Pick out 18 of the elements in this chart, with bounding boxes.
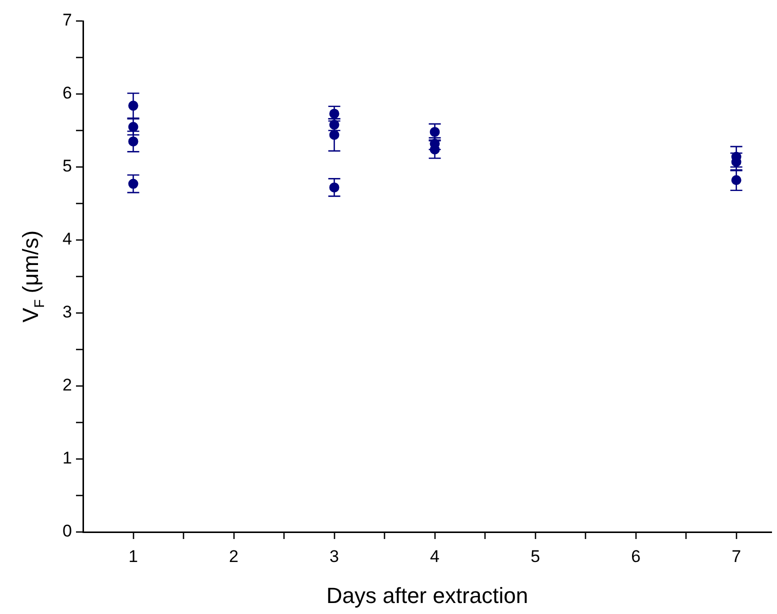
x-tick-label: 5 [530,546,540,566]
x-tick-label: 1 [128,546,138,566]
y-tick-label: 0 [62,522,72,541]
y-tick-label: 1 [62,448,72,468]
y-tick-label: 4 [62,230,72,249]
x-tick-label: 3 [330,546,340,566]
y-tick-label: 2 [62,376,72,395]
point [428,140,442,159]
x-axis-title: Days after extraction [326,582,528,608]
y-tick-label: 7 [62,10,72,30]
y-tick-label: 6 [62,84,72,103]
y-tick-label: 3 [62,302,72,322]
x-tick-label: 7 [732,546,742,566]
x-tick-label: 4 [430,546,440,566]
x-tick-label: 2 [229,546,238,566]
y-axis-title: VF (μm/s) [18,230,47,323]
y-tick-label: 5 [62,156,72,176]
x-tick-label: 6 [631,546,641,566]
